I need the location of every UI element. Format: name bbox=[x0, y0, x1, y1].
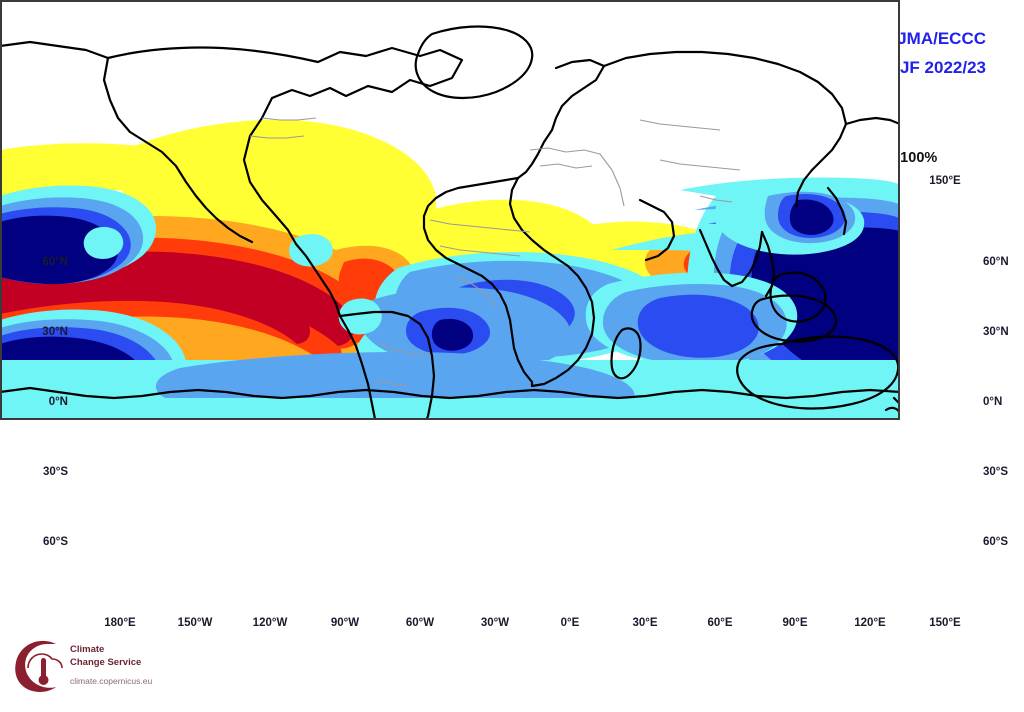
lon-tick-bottom-2: 120°W bbox=[252, 617, 288, 629]
lon-tick-bottom-1: 150°W bbox=[177, 617, 213, 629]
latitude-axis-right: 60°N 30°N 0°N 30°S 60°S bbox=[980, 192, 1024, 612]
lat-tick-left-2: 0°N bbox=[48, 396, 68, 408]
lon-tick-bottom-5: 30°W bbox=[480, 617, 510, 629]
logo-line-1: Climate bbox=[70, 644, 105, 655]
lon-tick-bottom-6: 0°E bbox=[560, 617, 580, 629]
forecast-map[interactable] bbox=[0, 0, 900, 420]
lon-tick-bottom-9: 90°E bbox=[782, 617, 808, 629]
map-container[interactable] bbox=[0, 0, 900, 420]
lat-tick-right-0: 60°N bbox=[983, 256, 1009, 268]
lat-tick-right-3: 30°S bbox=[983, 466, 1009, 478]
lat-tick-right-2: 0°N bbox=[983, 396, 1003, 408]
logo-url-text: climate.copernicus.eu bbox=[70, 676, 153, 686]
lon-tick-bottom-11: 150°E bbox=[929, 617, 961, 629]
region-sahel-navy bbox=[431, 318, 474, 351]
region-japan-navy bbox=[789, 199, 834, 235]
copernicus-c3s-logo-icon bbox=[15, 640, 63, 692]
lat-tick-right-4: 60°S bbox=[983, 536, 1009, 548]
lat-tick-right-1: 30°N bbox=[983, 326, 1009, 338]
footer-logo-block: Climate Change Service climate.copernicu… bbox=[10, 636, 340, 700]
logo-line-2: Change Service bbox=[70, 656, 142, 668]
logo-text-block: Climate Change Service bbox=[70, 644, 141, 669]
lon-tick-top-11: 150°E bbox=[929, 175, 961, 187]
region-central-pacific-core bbox=[0, 270, 310, 344]
region-brazil-cyan bbox=[338, 298, 382, 335]
lon-tick-bottom-7: 30°E bbox=[632, 617, 658, 629]
lon-tick-bottom-0: 180°E bbox=[104, 617, 136, 629]
season-label: DJF 2022/23 bbox=[887, 58, 986, 77]
region-npac-patch-cyan bbox=[83, 227, 124, 259]
region-antarctica-base bbox=[0, 398, 900, 420]
lon-tick-bottom-10: 120°E bbox=[854, 617, 886, 629]
lat-tick-left-4: 60°S bbox=[42, 536, 68, 548]
region-s-indian-blue bbox=[637, 294, 759, 358]
lat-tick-left-3: 30°S bbox=[42, 466, 68, 478]
lon-tick-bottom-3: 90°W bbox=[330, 617, 360, 629]
lat-tick-left-1: 30°N bbox=[42, 326, 68, 338]
latitude-axis-left: 60°N 30°N 0°N 30°S 60°S bbox=[0, 192, 74, 612]
lon-tick-bottom-4: 60°W bbox=[405, 617, 435, 629]
country-borders bbox=[249, 117, 741, 420]
map-border bbox=[0, 0, 900, 420]
lon-tick-bottom-8: 60°E bbox=[707, 617, 733, 629]
coastlines bbox=[0, 25, 900, 420]
longitude-axis-bottom: 180°E 150°W 120°W 90°W 60°W 30°W 0°E 30°E 60°E 90… bbox=[77, 617, 977, 633]
region-caribbean-cyan bbox=[289, 234, 333, 267]
lat-tick-left-0: 60°N bbox=[42, 256, 68, 268]
